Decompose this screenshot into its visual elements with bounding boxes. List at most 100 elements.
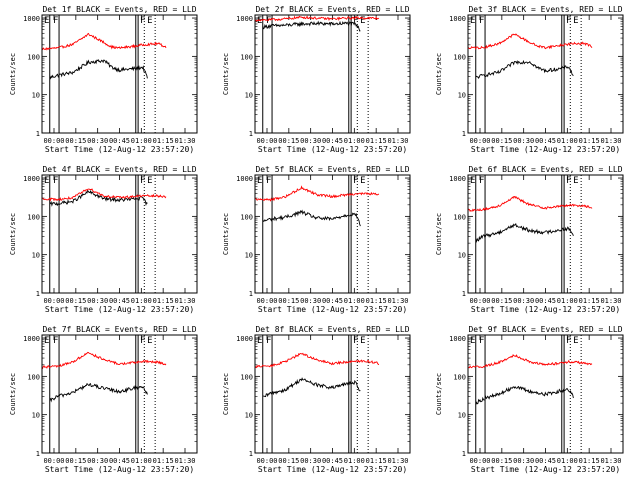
x-tick-label: 00:15 [65,457,86,465]
x-tick-label: 01:00 [344,297,365,305]
marker-label: E [257,16,262,26]
y-tick-label: 100 [453,373,466,381]
x-tick-label: 01:30 [600,297,621,305]
y-axis-label: Counts/sec [9,213,17,255]
x-tick-label: 00:15 [65,297,86,305]
red-series-line [467,354,593,369]
x-tick-label: 01:00 [131,137,152,145]
x-tick-label: 01:15 [153,297,174,305]
marker-label: E [44,336,49,346]
marker-label: E [573,176,578,186]
x-tick-label: 00:00 [43,137,64,145]
panel-title: Det 3f BLACK = Events, RED = LLD [468,5,622,14]
y-tick-label: 1 [249,290,253,298]
y-axis-label: Counts/sec [222,373,230,415]
x-tick-label: 01:15 [153,457,174,465]
detector-panel-1: Det 1f BLACK = Events, RED = LLD Counts/s… [9,5,198,154]
detector-panel-6: Det 6f BLACK = Events, RED = LLD Counts/s… [435,165,624,314]
x-tick-label: 00:30 [87,137,108,145]
x-axis-label: Start Time (12-Aug-12 23:57:20) [45,305,194,314]
red-series-line [254,185,380,202]
marker-label: F [479,176,484,186]
x-tick-label: 01:00 [131,457,152,465]
y-tick-label: 1000 [449,335,466,343]
detector-panel-8: Det 8f BLACK = Events, RED = LLD Counts/s… [222,325,411,474]
y-tick-label: 10 [245,92,253,100]
y-tick-label: 10 [32,412,40,420]
y-tick-label: 1 [462,130,466,138]
x-tick-label: 01:00 [557,297,578,305]
red-series-line [42,188,167,202]
panel-title: Det 7f BLACK = Events, RED = LLD [42,325,196,334]
red-series-line [467,195,593,212]
y-tick-label: 10 [458,252,466,260]
x-tick-label: 00:00 [469,457,490,465]
x-tick-label: 00:15 [491,457,512,465]
marker-label: F [566,16,571,26]
x-tick-label: 00:15 [65,137,86,145]
red-series-line [41,351,167,370]
x-tick-label: 01:30 [387,137,408,145]
marker-label: E [360,176,365,186]
x-axis-label: Start Time (12-Aug-12 23:57:20) [45,465,194,474]
black-series-line [49,189,148,207]
y-tick-label: 10 [32,92,40,100]
detector-panel-9: Det 9f BLACK = Events, RED = LLD Counts/s… [435,325,624,474]
x-tick-label: 00:00 [256,137,277,145]
x-tick-label: 00:45 [322,137,343,145]
black-series-line [475,59,574,79]
y-tick-label: 1000 [236,175,253,183]
panel-title: Det 8f BLACK = Events, RED = LLD [255,325,409,334]
red-series-line [254,352,380,369]
marker-label: E [44,16,49,26]
x-tick-label: 01:00 [344,137,365,145]
marker-label: F [140,16,145,26]
black-series-line [262,377,361,398]
x-tick-label: 00:00 [469,297,490,305]
panel-title: Det 9f BLACK = Events, RED = LLD [468,325,622,334]
red-series-line [467,33,593,50]
x-tick-label: 00:45 [322,457,343,465]
x-tick-label: 01:00 [131,297,152,305]
panel-title: Det 5f BLACK = Events, RED = LLD [255,165,409,174]
x-tick-label: 00:30 [513,457,534,465]
y-tick-label: 1 [462,290,466,298]
x-tick-label: 01:30 [387,297,408,305]
detector-panel-2: Det 2f BLACK = Events, RED = LLD Counts/s… [222,5,411,154]
x-tick-label: 01:15 [366,137,387,145]
y-tick-label: 100 [453,213,466,221]
x-tick-label: 00:30 [300,137,321,145]
x-tick-label: 00:00 [469,137,490,145]
x-tick-label: 01:15 [579,137,600,145]
y-tick-label: 1 [36,450,40,458]
y-tick-label: 100 [240,213,253,221]
plot-frame [254,14,411,134]
x-tick-label: 00:45 [109,457,130,465]
x-axis-label: Start Time (12-Aug-12 23:57:20) [258,305,407,314]
y-tick-label: 100 [27,213,40,221]
x-tick-label: 01:30 [600,137,621,145]
y-tick-label: 10 [245,412,253,420]
marker-label: E [470,16,475,26]
x-tick-label: 00:30 [513,297,534,305]
x-tick-label: 00:45 [322,297,343,305]
marker-label: F [53,16,58,26]
marker-label: E [257,176,262,186]
plot-frame [41,334,198,454]
y-tick-label: 1000 [449,175,466,183]
x-tick-label: 01:15 [366,457,387,465]
x-tick-label: 00:15 [278,137,299,145]
y-axis-label: Counts/sec [9,373,17,415]
red-series-line [254,15,380,22]
x-tick-label: 00:30 [513,137,534,145]
x-axis-label: Start Time (12-Aug-12 23:57:20) [258,465,407,474]
y-tick-label: 1 [249,130,253,138]
x-tick-label: 01:30 [174,137,195,145]
marker-label: F [479,336,484,346]
marker-label: E [360,16,365,26]
x-tick-label: 00:00 [43,297,64,305]
detector-panel-3: Det 3f BLACK = Events, RED = LLD Counts/s… [435,5,624,154]
marker-label: E [470,176,475,186]
x-tick-label: 00:45 [535,137,556,145]
